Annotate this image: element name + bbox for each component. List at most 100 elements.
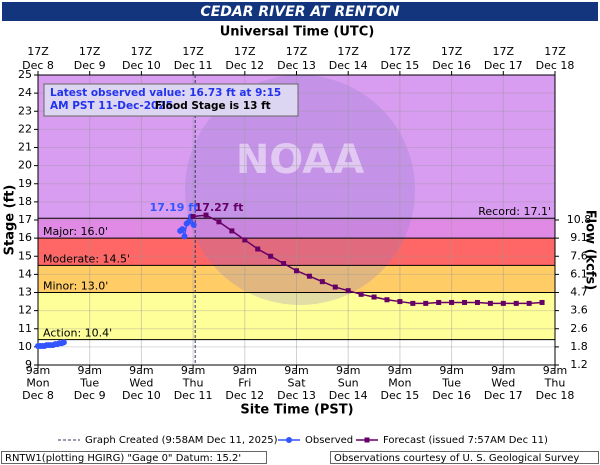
flood-band [38,292,555,340]
x-tick-label: Thu [544,377,566,390]
forecast-point [500,300,506,306]
y-tick-label: 15 [18,249,32,262]
x2-tick-label: Dec 14 [329,59,368,72]
y-tick-label: 24 [18,86,32,99]
x-tick-label: 9am [388,364,412,377]
x-tick-label: Dec 16 [432,389,471,402]
x2-tick-label: Dec 9 [74,59,106,72]
forecast-point [203,212,209,218]
y2-tick-label: 7.6 [570,249,588,262]
y2-tick-label: 4.7 [570,286,588,299]
x-tick-label: Dec 11 [174,389,213,402]
forecast-point [358,291,364,297]
legend-label: Forecast (issued 7:57AM Dec 11) [383,435,548,446]
plot-frame [37,74,556,366]
x2-tick-label: Dec 8 [22,59,54,72]
threshold-label: Major: 16.0' [43,225,108,238]
x-tick-label: Sun [338,377,359,390]
x-tick-label: Dec 14 [329,389,368,402]
watermark-logo [185,75,415,305]
y-tick-label: 10 [18,340,32,353]
x2-tick-label: Dec 16 [432,59,471,72]
title-bar [2,2,598,21]
footer-right: Observations courtesy of U. S. Geologica… [334,453,579,464]
observed-point [181,233,188,240]
forecast-point [216,219,222,225]
forecast-point [410,300,416,306]
x-tick-label: Sat [287,377,306,390]
y2-axis-title: Flow (kcfs) [583,210,598,290]
x2-tick-label: Dec 17 [484,59,523,72]
chart-title: CEDAR RIVER AT RENTON [200,4,399,20]
y-tick-label: 22 [18,122,32,135]
x-tick-label: Dec 12 [225,389,264,402]
x-tick-label: Wed [129,377,153,390]
forecast-peak-label: 17.27 ft [195,201,244,214]
forecast-point [371,294,377,300]
x2-axis-title: Universal Time (UTC) [220,25,375,40]
x2-tick-label: 17Z [544,45,566,58]
threshold-label: Minor: 13.0' [43,280,108,293]
forecast-point [449,299,455,305]
threshold-label: Action: 10.4' [43,327,112,340]
y-tick-label: 21 [18,141,32,154]
forecast-point [306,273,312,279]
x-tick-label: Thu [182,377,204,390]
legend-label: Observed [305,435,353,446]
forecast-point [487,300,493,306]
x-tick-label: Dec 13 [277,389,316,402]
x-tick-label: 9am [77,364,101,377]
x-tick-label: Wed [491,377,515,390]
observed-point [185,218,192,225]
watermark-text: NOAA [236,137,364,183]
x-tick-label: Dec 15 [381,389,420,402]
x2-tick-label: 17Z [234,45,256,58]
x-tick-label: 9am [129,364,153,377]
forecast-point [462,299,468,305]
flood-band [38,238,555,266]
forecast-point [436,299,442,305]
forecast-point [255,246,261,252]
x-tick-label: Fri [238,377,251,390]
forecast-point [268,253,274,259]
x-tick-label: 9am [233,364,257,377]
x2-tick-label: 17Z [337,45,359,58]
y2-tick-label: 1.8 [570,340,588,353]
x2-tick-label: Dec 15 [381,59,420,72]
x-tick-label: Dec 8 [22,389,54,402]
forecast-point [281,261,287,266]
observed-peak-label: 17.19 ft [150,201,199,214]
x2-tick-label: Dec 10 [122,59,161,72]
x2-tick-label: Dec 13 [277,59,316,72]
y-tick-label: 16 [18,231,32,244]
x-tick-label: 9am [284,364,308,377]
x-tick-label: 9am [336,364,360,377]
forecast-point [384,297,390,303]
observed-point [60,339,67,346]
footer-box [330,451,599,464]
x-tick-label: Tue [79,377,99,390]
threshold-label: Record: 17.1' [478,205,551,218]
x-tick-label: 9am [543,364,567,377]
y-tick-label: 14 [18,267,32,280]
y2-tick-label: 2.6 [570,322,588,335]
x-tick-label: Mon [26,377,49,390]
forecast-point [332,284,338,290]
x-tick-label: 9am [181,364,205,377]
x-tick-label: Tue [441,377,461,390]
info-box [43,83,299,117]
forecast-point [397,299,403,305]
y-tick-label: 17 [18,213,32,226]
y-tick-label: 12 [18,304,32,317]
y2-tick-label: 1.2 [570,358,588,371]
y-tick-label: 23 [18,104,32,117]
x-tick-label: Mon [388,377,411,390]
x-tick-label: Dec 9 [74,389,106,402]
legend-swatch [286,437,292,443]
forecast-point [319,279,325,285]
y-tick-label: 25 [18,68,32,81]
x-tick-label: Dec 18 [536,389,575,402]
forecast-point [345,288,351,294]
observed-point [179,226,186,233]
